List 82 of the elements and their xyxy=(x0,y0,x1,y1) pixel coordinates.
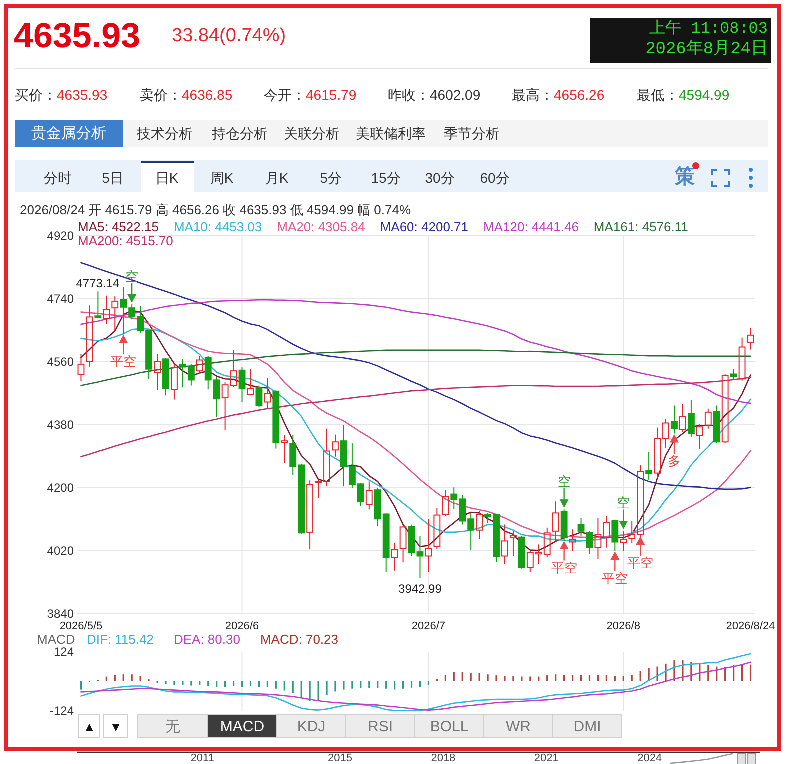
x-tick-label: 2026/8/24 xyxy=(726,620,776,632)
button-label: ▼ xyxy=(110,720,122,734)
y-tick-label: 3840 xyxy=(47,607,74,621)
quote-value: 4602.09 xyxy=(430,87,481,103)
period-label: 60分 xyxy=(480,170,510,186)
quote-label: 最高： xyxy=(512,87,554,103)
title: MACD xyxy=(37,632,76,647)
quote-label: 买价： xyxy=(15,87,57,103)
annotation: 3942.99 xyxy=(398,582,442,596)
x-tick-label: 2026/6 xyxy=(225,620,260,632)
button-label: ▲ xyxy=(83,720,96,734)
period-label: 分时 xyxy=(44,170,72,186)
period-label: 5日 xyxy=(102,170,124,186)
tab-label: 贵金属分析 xyxy=(32,125,106,142)
legend-label: DIF: 115.42 xyxy=(87,632,154,647)
quote-value: 4615.79 xyxy=(306,87,357,103)
y-tick-label: 4560 xyxy=(47,355,74,369)
signal-label: 空 xyxy=(617,495,630,510)
button-label: 无 xyxy=(166,718,180,736)
y-tick-label: -124 xyxy=(50,704,74,718)
x-tick-label: 2026/5/5 xyxy=(60,620,103,632)
period-label: 15分 xyxy=(371,170,401,186)
legend-label: MA5: 4522.15 xyxy=(78,220,159,234)
x-tick-label: 2026/7 xyxy=(412,620,446,632)
legend-label: MACD: 70.23 xyxy=(260,632,339,647)
legend-label: MA200: 4515.70 xyxy=(78,234,174,248)
tab-label: 关联分析 xyxy=(284,126,340,142)
y-tick-label: 4920 xyxy=(47,229,74,243)
signal-label: 平空 xyxy=(602,570,628,586)
x-tick-label: 2011 xyxy=(190,752,214,764)
tab-label: 季节分析 xyxy=(444,126,500,142)
button-label: WR xyxy=(506,718,531,736)
quote-value: 4636.85 xyxy=(182,87,233,103)
legend-label: MA161: 4576.11 xyxy=(594,220,688,234)
quote-value: 4635.93 xyxy=(57,87,108,103)
tab-label: 美联储利率 xyxy=(356,126,426,142)
quote-label: 昨收： xyxy=(388,87,430,103)
subtitle: 33.84(0.74%) xyxy=(172,26,286,46)
button-label: RSI xyxy=(368,718,393,736)
y-tick-label: 4380 xyxy=(47,418,74,432)
period-label: 周K xyxy=(210,170,234,186)
quote-value: 4594.99 xyxy=(679,87,730,103)
x-tick-label: 2021 xyxy=(534,752,559,764)
period-label: 日K xyxy=(155,170,179,186)
y-tick-label: 4020 xyxy=(47,544,74,558)
signal-label: 多 xyxy=(668,454,681,468)
x-tick-label: 2026/8 xyxy=(606,620,640,632)
strategy-label: 策 xyxy=(675,166,695,188)
title: 2026/08/24 开 4615.79 高 4656.26 收 4635.93 低 4594.99 幅 0.74% xyxy=(20,202,412,218)
legend-label: MA20: 4305.84 xyxy=(277,220,366,234)
quote-label: 最低： xyxy=(637,87,679,103)
x-tick-label: 2015 xyxy=(328,752,352,764)
x-tick-label: 2024 xyxy=(638,752,662,764)
title: 4635.93 xyxy=(14,16,141,56)
clock-label: 2026年8月24日 xyxy=(646,40,768,60)
button-label: DMI xyxy=(574,718,602,736)
y-tick-label: 4740 xyxy=(47,292,74,306)
signal-label: 平空 xyxy=(110,354,137,370)
annotation: 4773.14 xyxy=(76,276,120,290)
tab-label: 技术分析 xyxy=(137,126,193,142)
period-label: 月K xyxy=(265,170,289,186)
signal-label: 平空 xyxy=(628,556,654,571)
quote-label: 今开： xyxy=(264,87,306,103)
button-label: BOLL xyxy=(430,718,469,736)
y-tick-label: 124 xyxy=(54,645,74,659)
button-label: MACD xyxy=(220,718,265,736)
signal-label: 空 xyxy=(126,268,139,284)
clock-label: 上午 11:08:03 xyxy=(650,20,768,38)
button-label: KDJ xyxy=(297,718,326,736)
tab-label: 持仓分析 xyxy=(212,126,268,142)
period-label: 30分 xyxy=(425,170,455,186)
y-tick-label: 4200 xyxy=(47,481,74,495)
quote-label: 卖价： xyxy=(140,87,182,103)
legend-label: MA60: 4200.71 xyxy=(380,220,469,234)
x-tick-label: 2018 xyxy=(431,752,456,764)
legend-label: MA120: 4441.46 xyxy=(484,220,579,234)
legend-label: DEA: 80.30 xyxy=(174,632,240,647)
signal-label: 空 xyxy=(558,474,571,489)
quote-value: 4656.26 xyxy=(554,87,605,103)
period-label: 5分 xyxy=(320,170,342,186)
legend-label: MA10: 4453.03 xyxy=(174,220,262,234)
signal-label: 平空 xyxy=(551,560,578,576)
